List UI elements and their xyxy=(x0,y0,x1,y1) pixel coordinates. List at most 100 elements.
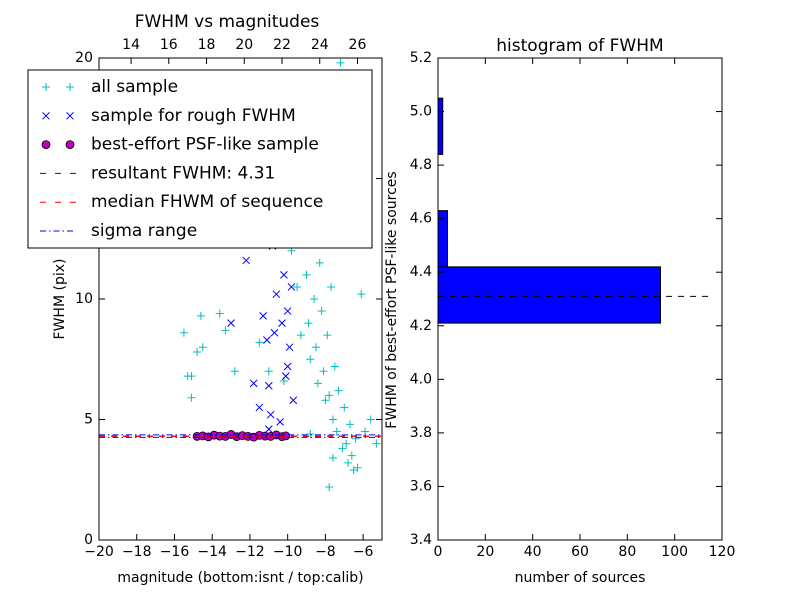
point xyxy=(255,338,264,347)
legend-label: best-effort PSF-like sample xyxy=(91,135,319,155)
point xyxy=(328,415,337,424)
x2-tick-label: 26 xyxy=(349,37,367,53)
point xyxy=(196,311,205,320)
point xyxy=(227,319,235,327)
point xyxy=(187,372,196,381)
point xyxy=(249,379,258,388)
point xyxy=(302,270,311,279)
x-tick-label: 20 xyxy=(476,544,494,560)
point xyxy=(263,336,271,344)
y-tick-label: 0 xyxy=(84,532,93,548)
point xyxy=(340,403,349,412)
x-tick-label: 0 xyxy=(434,544,443,560)
point xyxy=(334,386,343,395)
point xyxy=(293,282,302,291)
point xyxy=(319,367,328,376)
x-tick-label: −18 xyxy=(122,544,152,560)
point xyxy=(198,343,207,352)
x-tick-label: 40 xyxy=(524,544,542,560)
x2-tick-label: 16 xyxy=(160,37,178,53)
y-tick-label: 4.4 xyxy=(410,264,432,280)
y-tick-label: 20 xyxy=(75,50,93,66)
point xyxy=(215,309,224,318)
point xyxy=(366,415,375,424)
point xyxy=(278,319,286,327)
point xyxy=(361,427,370,436)
point xyxy=(272,290,281,299)
point xyxy=(287,283,296,291)
point xyxy=(281,372,290,380)
y-tick-label: 4.8 xyxy=(410,157,432,173)
x2-tick-label: 20 xyxy=(235,37,253,53)
point xyxy=(338,444,347,453)
y-tick-label: 4.6 xyxy=(410,211,432,227)
point xyxy=(264,381,273,390)
point xyxy=(353,463,362,472)
point xyxy=(264,425,273,433)
legend-marker xyxy=(65,140,75,150)
x-tick-label: −10 xyxy=(273,544,303,560)
point xyxy=(336,58,345,67)
point xyxy=(306,355,315,364)
point xyxy=(264,367,273,376)
point xyxy=(270,328,279,337)
legend-marker xyxy=(42,111,50,120)
point xyxy=(242,256,251,265)
point xyxy=(306,429,315,438)
legend-box xyxy=(27,69,373,249)
point xyxy=(283,307,292,315)
legend-marker xyxy=(66,83,74,91)
y-tick-label: 3.8 xyxy=(410,425,432,441)
legend-marker xyxy=(42,83,50,91)
point xyxy=(187,393,196,402)
point xyxy=(280,271,288,279)
legend-label: median FHWM of sequence xyxy=(91,192,323,212)
point xyxy=(310,295,319,303)
point xyxy=(259,312,267,320)
y-axis-label: FWHM of best-effort PSF-like sources xyxy=(384,171,400,428)
point xyxy=(276,418,284,426)
left-axes: −20 −18 −16 −14 −12 −10 −8 −6 14 16 18 20 22 24 26 0 5 10… xyxy=(27,12,383,586)
x-tick-label: 80 xyxy=(618,544,636,560)
point xyxy=(283,362,292,371)
legend-label: all sample xyxy=(91,77,178,97)
point xyxy=(328,454,337,463)
x-axis-label: number of sources xyxy=(515,570,646,586)
x-tick-label: −8 xyxy=(315,544,336,560)
chart-title: histogram of FWHM xyxy=(496,36,663,56)
x2-tick-label: 18 xyxy=(198,37,216,53)
legend-marker xyxy=(66,111,74,120)
legend-marker xyxy=(41,140,51,150)
point xyxy=(347,451,356,460)
point xyxy=(193,348,202,357)
point xyxy=(179,328,188,337)
y-tick-label: 5.0 xyxy=(410,104,432,120)
point xyxy=(230,367,239,376)
bar xyxy=(438,97,444,155)
point xyxy=(327,282,336,291)
point xyxy=(289,396,298,405)
y-tick-label: 4.0 xyxy=(410,371,432,387)
x2-tick-label: 14 xyxy=(122,37,140,53)
y-tick-label: 3.6 xyxy=(410,478,432,494)
point xyxy=(296,331,305,340)
y-tick-label: 10 xyxy=(75,291,93,307)
x-tick-label: −20 xyxy=(84,544,114,560)
x2-tick-label: 22 xyxy=(273,37,291,53)
x-tick-label: −6 xyxy=(353,544,374,560)
legend-label: resultant FWHM: 4.31 xyxy=(91,163,275,183)
y-tick-label: 4.2 xyxy=(410,318,432,334)
point xyxy=(330,362,339,371)
legend-label: sample for rough FWHM xyxy=(91,106,296,126)
point xyxy=(321,396,330,405)
x-axis-label: magnitude (bottom:isnt / top:calib) xyxy=(117,570,363,586)
y-tick-label: 5.2 xyxy=(410,50,432,66)
point xyxy=(357,290,366,299)
point xyxy=(285,343,294,352)
point xyxy=(221,326,230,335)
point xyxy=(317,307,326,316)
x-tick-label: 120 xyxy=(709,544,736,560)
x-tick-label: −12 xyxy=(235,544,265,560)
chart-title: FWHM vs magnitudes xyxy=(135,12,320,32)
